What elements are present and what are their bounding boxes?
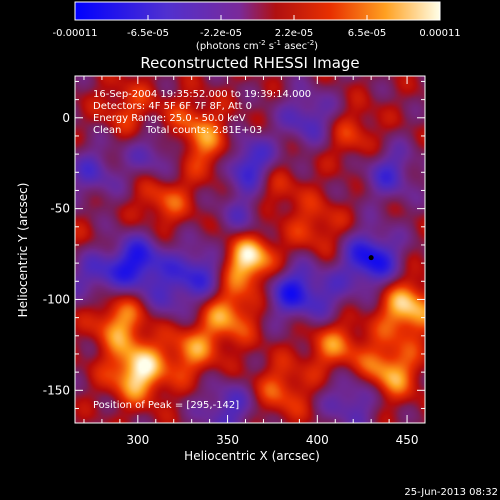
x-tick-label: 400 xyxy=(306,433,329,447)
peak-marker xyxy=(368,255,374,261)
y-axis-label: Heliocentric Y (arcsec) xyxy=(16,183,30,318)
x-tick-label: 450 xyxy=(396,433,419,447)
chart-title: Reconstructed RHESSI Image xyxy=(140,54,359,72)
header-time: 16-Sep-2004 19:35:52.000 to 19:39:14.000 xyxy=(93,89,311,100)
axis-ticks: 300 350 400 450 0 -50 -100 -150 xyxy=(43,76,426,447)
colorbar-tick-label: -0.00011 xyxy=(53,28,98,39)
peak-position-label: Position of Peak = [295,-142] xyxy=(93,400,239,411)
colorbar-tick-label: -2.2e-05 xyxy=(200,28,242,39)
header-info: 16-Sep-2004 19:35:52.000 to 19:39:14.000… xyxy=(93,89,311,136)
colorbar-tick-label: 2.2e-05 xyxy=(275,28,313,39)
colorbar-tick-label: 6.5e-05 xyxy=(348,28,386,39)
colorbar-tick-label: 0.00011 xyxy=(419,28,460,39)
header-counts: Total counts: 2.81E+03 xyxy=(145,125,262,136)
y-tick-label: -100 xyxy=(43,292,70,306)
y-tick-label: -50 xyxy=(50,202,70,216)
colorbar-tick-label: -6.5e-05 xyxy=(127,28,169,39)
colorbar xyxy=(74,1,441,21)
y-tick-label: 0 xyxy=(62,111,70,125)
header-energy: Energy Range: 25.0 - 50.0 keV xyxy=(93,113,246,124)
y-tick-label: -150 xyxy=(43,383,70,397)
x-axis-label: Heliocentric X (arcsec) xyxy=(184,449,320,463)
timestamp: 25-Jun-2013 08:32 xyxy=(404,487,498,498)
heatmap-image xyxy=(75,76,425,423)
colorbar-ticks: -0.00011 -6.5e-05 -2.2e-05 2.2e-05 6.5e-05 0.… xyxy=(53,15,461,39)
x-tick-label: 300 xyxy=(126,433,149,447)
colorbar-label: (photons cm-2 s-1 asec-2) xyxy=(196,39,318,52)
x-tick-label: 350 xyxy=(216,433,239,447)
header-detectors: Detectors: 4F 5F 6F 7F 8F, Att 0 xyxy=(93,101,252,112)
plot-frame xyxy=(74,75,426,424)
header-clean: Clean xyxy=(93,125,121,136)
